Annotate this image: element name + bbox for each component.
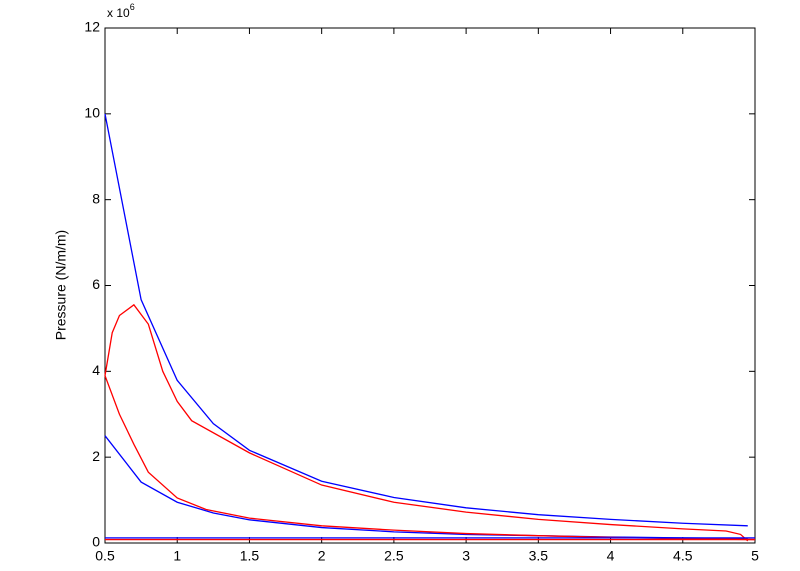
y-tick-label: 2 [92,448,100,464]
x-tick-label: 4.5 [673,548,693,564]
exponent-label: x 106 [107,2,135,20]
y-tick-label: 12 [84,19,100,35]
exponent-base: x 10 [107,6,130,20]
series-line [104,113,748,527]
series-line [104,303,749,542]
y-tick-label: 4 [92,362,100,378]
y-tick-label: 8 [92,190,100,206]
x-tick-label: 0.5 [95,548,115,564]
y-tick-label: 0 [92,534,100,550]
x-tick-label: 4 [607,548,615,564]
x-tick-label: 3 [462,548,470,564]
x-tick-label: 3.5 [529,548,549,564]
x-tick-label: 1.5 [240,548,260,564]
y-tick-label: 6 [92,276,100,292]
y-tick-label: 10 [84,105,100,121]
exponent-power: 6 [130,2,135,12]
plot-area [104,27,756,544]
x-tick-label: 1 [173,548,181,564]
series-line [104,375,756,541]
x-tick-label: 5 [751,548,759,564]
x-tick-label: 2.5 [384,548,404,564]
y-axis-label: Pressure (N/m/m) [53,230,69,340]
x-tick-label: 2 [318,548,326,564]
